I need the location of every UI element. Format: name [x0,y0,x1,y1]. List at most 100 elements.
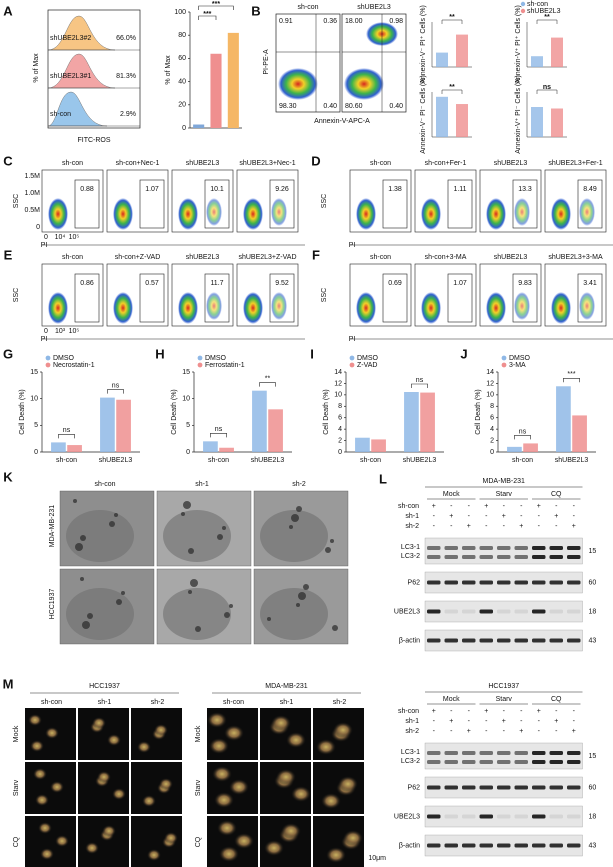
flow-cloud [551,292,571,324]
label: UBE2L3 [394,813,420,820]
y-tick-label: 2 [490,437,494,444]
label: Cell Death (%) [19,389,26,435]
label: shUBE2L3+Fer-1 [548,160,602,167]
label: 43 [589,637,597,644]
label: sh-con [62,254,83,261]
flow-cloud [243,198,263,230]
label: 98.30 [279,103,297,110]
label: - [450,708,453,715]
band [497,785,511,790]
y-tick-label: 5 [186,422,190,429]
bar [572,415,587,452]
sig-label: ns [112,382,120,389]
band [427,638,441,643]
label: 10μm [368,855,386,862]
histogram-ridge [47,53,116,89]
label: - [485,728,488,735]
label: + [432,708,436,715]
band [532,843,546,848]
band [444,609,458,614]
label: 9.26 [275,186,289,193]
label: MDA-MB-231 [483,478,526,485]
band [497,760,511,764]
x-tick-label: 10³ [55,328,66,335]
band [567,555,581,559]
legend-label: Necrostatin-1 [53,362,95,369]
label: + [537,708,541,715]
label: Annexin-V⁻ PI⁺ Cells (%) [420,5,427,84]
cell [142,795,156,807]
cell [38,822,52,834]
label: - [450,503,453,510]
label: Starv [496,491,513,498]
band [514,785,528,790]
cell [35,794,49,806]
x-tick-label: 10⁴ [55,234,66,241]
band [514,546,528,550]
label: shUBE2L3 [186,254,220,261]
band [462,814,476,819]
label: CQ [13,836,20,847]
label: - [555,503,558,510]
label: 0.88 [80,186,94,193]
band [444,760,458,764]
panel-label: H [155,346,164,361]
band [462,751,476,755]
flow-cloud [579,198,595,226]
label: CQ [195,836,202,847]
label: - [520,708,523,715]
label: + [502,718,506,725]
cell [33,768,47,780]
cell [207,712,227,728]
label: + [572,728,576,735]
label: MDA-MB-231 [265,683,308,690]
flow-cloud [486,292,506,324]
em-vesicle [303,584,309,590]
label: 0.91 [279,18,293,25]
flow-cloud [421,198,441,230]
label: - [520,513,523,520]
cell [97,771,111,783]
cell [164,832,178,844]
y-tick-label: 10 [182,396,190,403]
label: - [503,523,506,530]
band [532,638,546,643]
bar [531,56,543,67]
label: LC3-2 [401,758,420,765]
bar [556,386,571,452]
band [462,609,476,614]
em-vesicle [80,577,84,581]
label: β-actin [399,842,420,849]
flow-cloud [178,198,198,230]
sig-label: ** [449,84,455,91]
bar [404,392,419,452]
label: - [503,728,506,735]
em-vesicle [291,514,299,522]
label: 1.11 [453,186,466,193]
y-tick-label: 0 [338,449,342,456]
label: shUBE2L3+Nec-1 [239,160,295,167]
label: PI [349,336,356,343]
label: 43 [589,842,597,849]
band [514,843,528,848]
label: - [503,503,506,510]
cell [214,792,234,808]
band [514,609,528,614]
flow-cloud [243,292,263,324]
sig-bracket [198,15,217,20]
band [497,814,511,819]
band [514,814,528,819]
label: + [449,718,453,725]
em-vesicle [267,617,271,621]
y-tick-label: 5 [34,422,38,429]
em-vesicle [114,513,118,517]
band [532,751,546,755]
cell [209,738,229,754]
legend-swatch [45,362,51,368]
band [427,555,441,559]
flow-cloud [278,68,318,100]
y-tick-label: 10 [30,396,38,403]
panel-label: E [4,247,13,262]
gate [382,179,408,229]
label: 60 [589,579,597,586]
